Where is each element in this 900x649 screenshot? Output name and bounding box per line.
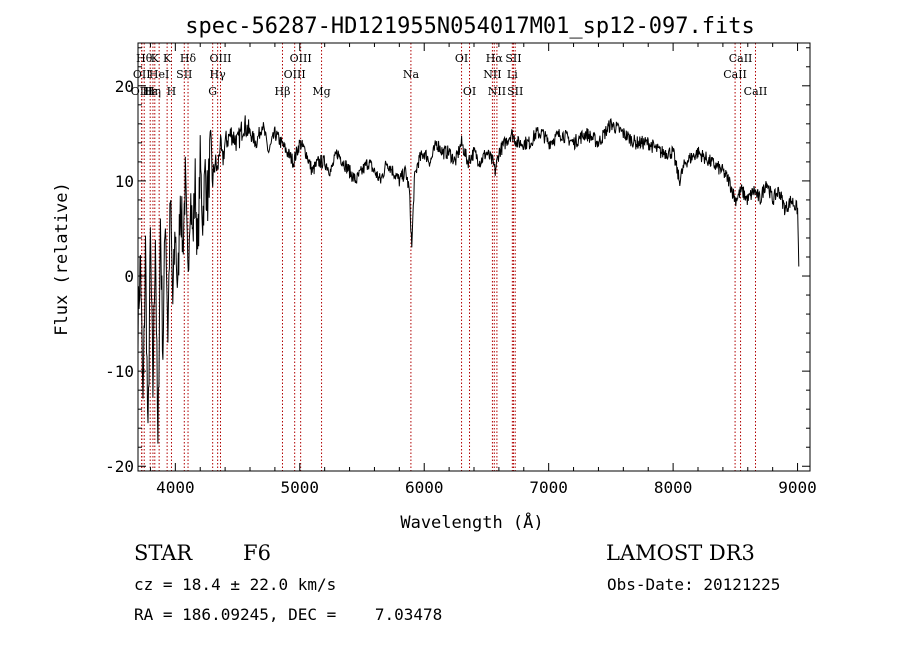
x-tick-label: 7000 <box>529 478 568 497</box>
line-marker-label: OIII <box>209 52 231 65</box>
ra-dec: RA = 186.09245, DEC = 7.03478 <box>134 605 442 624</box>
line-marker-label: SII <box>505 52 521 65</box>
subclass: F6 <box>243 541 271 565</box>
y-tick-label: -20 <box>105 457 134 476</box>
line-marker-label: CaII <box>723 68 747 81</box>
line-marker-label: Hθ <box>136 52 153 65</box>
line-marker-label: Mg <box>312 85 330 98</box>
line-marker-label: Hβ <box>275 85 291 98</box>
line-marker-label: NII <box>483 68 501 81</box>
line-marker-label: SII <box>507 85 523 98</box>
line-marker-label: OIII <box>284 68 306 81</box>
y-tick-label: 20 <box>115 77 134 96</box>
line-marker-label: K <box>151 52 160 65</box>
x-tick-label: 5000 <box>281 478 320 497</box>
line-marker-label: OIII <box>131 85 153 98</box>
x-axis-label: Wavelength (Å) <box>400 511 543 533</box>
line-marker-label: Li <box>507 68 518 81</box>
line-marker-label: CaII <box>729 52 753 65</box>
y-axis-label: Flux (relative) <box>52 182 72 336</box>
line-marker-label: HeI <box>149 68 169 81</box>
x-tick-label: 6000 <box>405 478 444 497</box>
x-tick-label: 8000 <box>654 478 693 497</box>
y-tick-label: 0 <box>124 267 134 286</box>
x-axis: 4000 5000 6000 7000 8000 9000 <box>149 43 817 497</box>
x-tick-label: 9000 <box>778 478 817 497</box>
y-tick-label: 10 <box>115 172 134 191</box>
line-marker-label: SII <box>176 68 192 81</box>
chart-title: spec-56287-HD121955N054017M01_sp12-097.f… <box>185 14 755 39</box>
line-marker-label: OIII <box>290 52 312 65</box>
line-marker-label: Hη <box>145 85 161 98</box>
spectrum-line <box>137 115 800 444</box>
line-marker-label: H <box>167 85 177 98</box>
y-tick-label: -10 <box>105 362 134 381</box>
line-marker-label: OI <box>455 52 468 65</box>
emission-line-labels: HθOIIOIIIHεHηKHeIKHSIIHδGHγOIIIHβOIIIOII… <box>131 52 768 98</box>
redshift-cz: cz = 18.4 ± 22.0 km/s <box>134 575 336 594</box>
line-marker-label: Hδ <box>180 52 197 65</box>
line-marker-label: Hε <box>143 85 159 98</box>
line-marker-label: K <box>163 52 172 65</box>
line-marker-label: OII <box>133 68 151 81</box>
x-tick-label: 4000 <box>156 478 195 497</box>
line-marker-label: OI <box>463 85 476 98</box>
y-axis: -20 -10 0 10 20 <box>105 47 810 476</box>
line-marker-label: NII <box>488 85 506 98</box>
line-marker-label: Na <box>403 68 420 81</box>
line-marker-label: Hα <box>486 52 504 65</box>
line-marker-label: Hγ <box>210 68 227 81</box>
obs-date: Obs-Date: 20121225 <box>607 575 780 594</box>
survey: LAMOST DR3 <box>606 541 755 565</box>
line-marker-label: CaII <box>744 85 768 98</box>
line-marker-label: G <box>208 85 217 98</box>
object-type: STAR <box>134 541 193 565</box>
